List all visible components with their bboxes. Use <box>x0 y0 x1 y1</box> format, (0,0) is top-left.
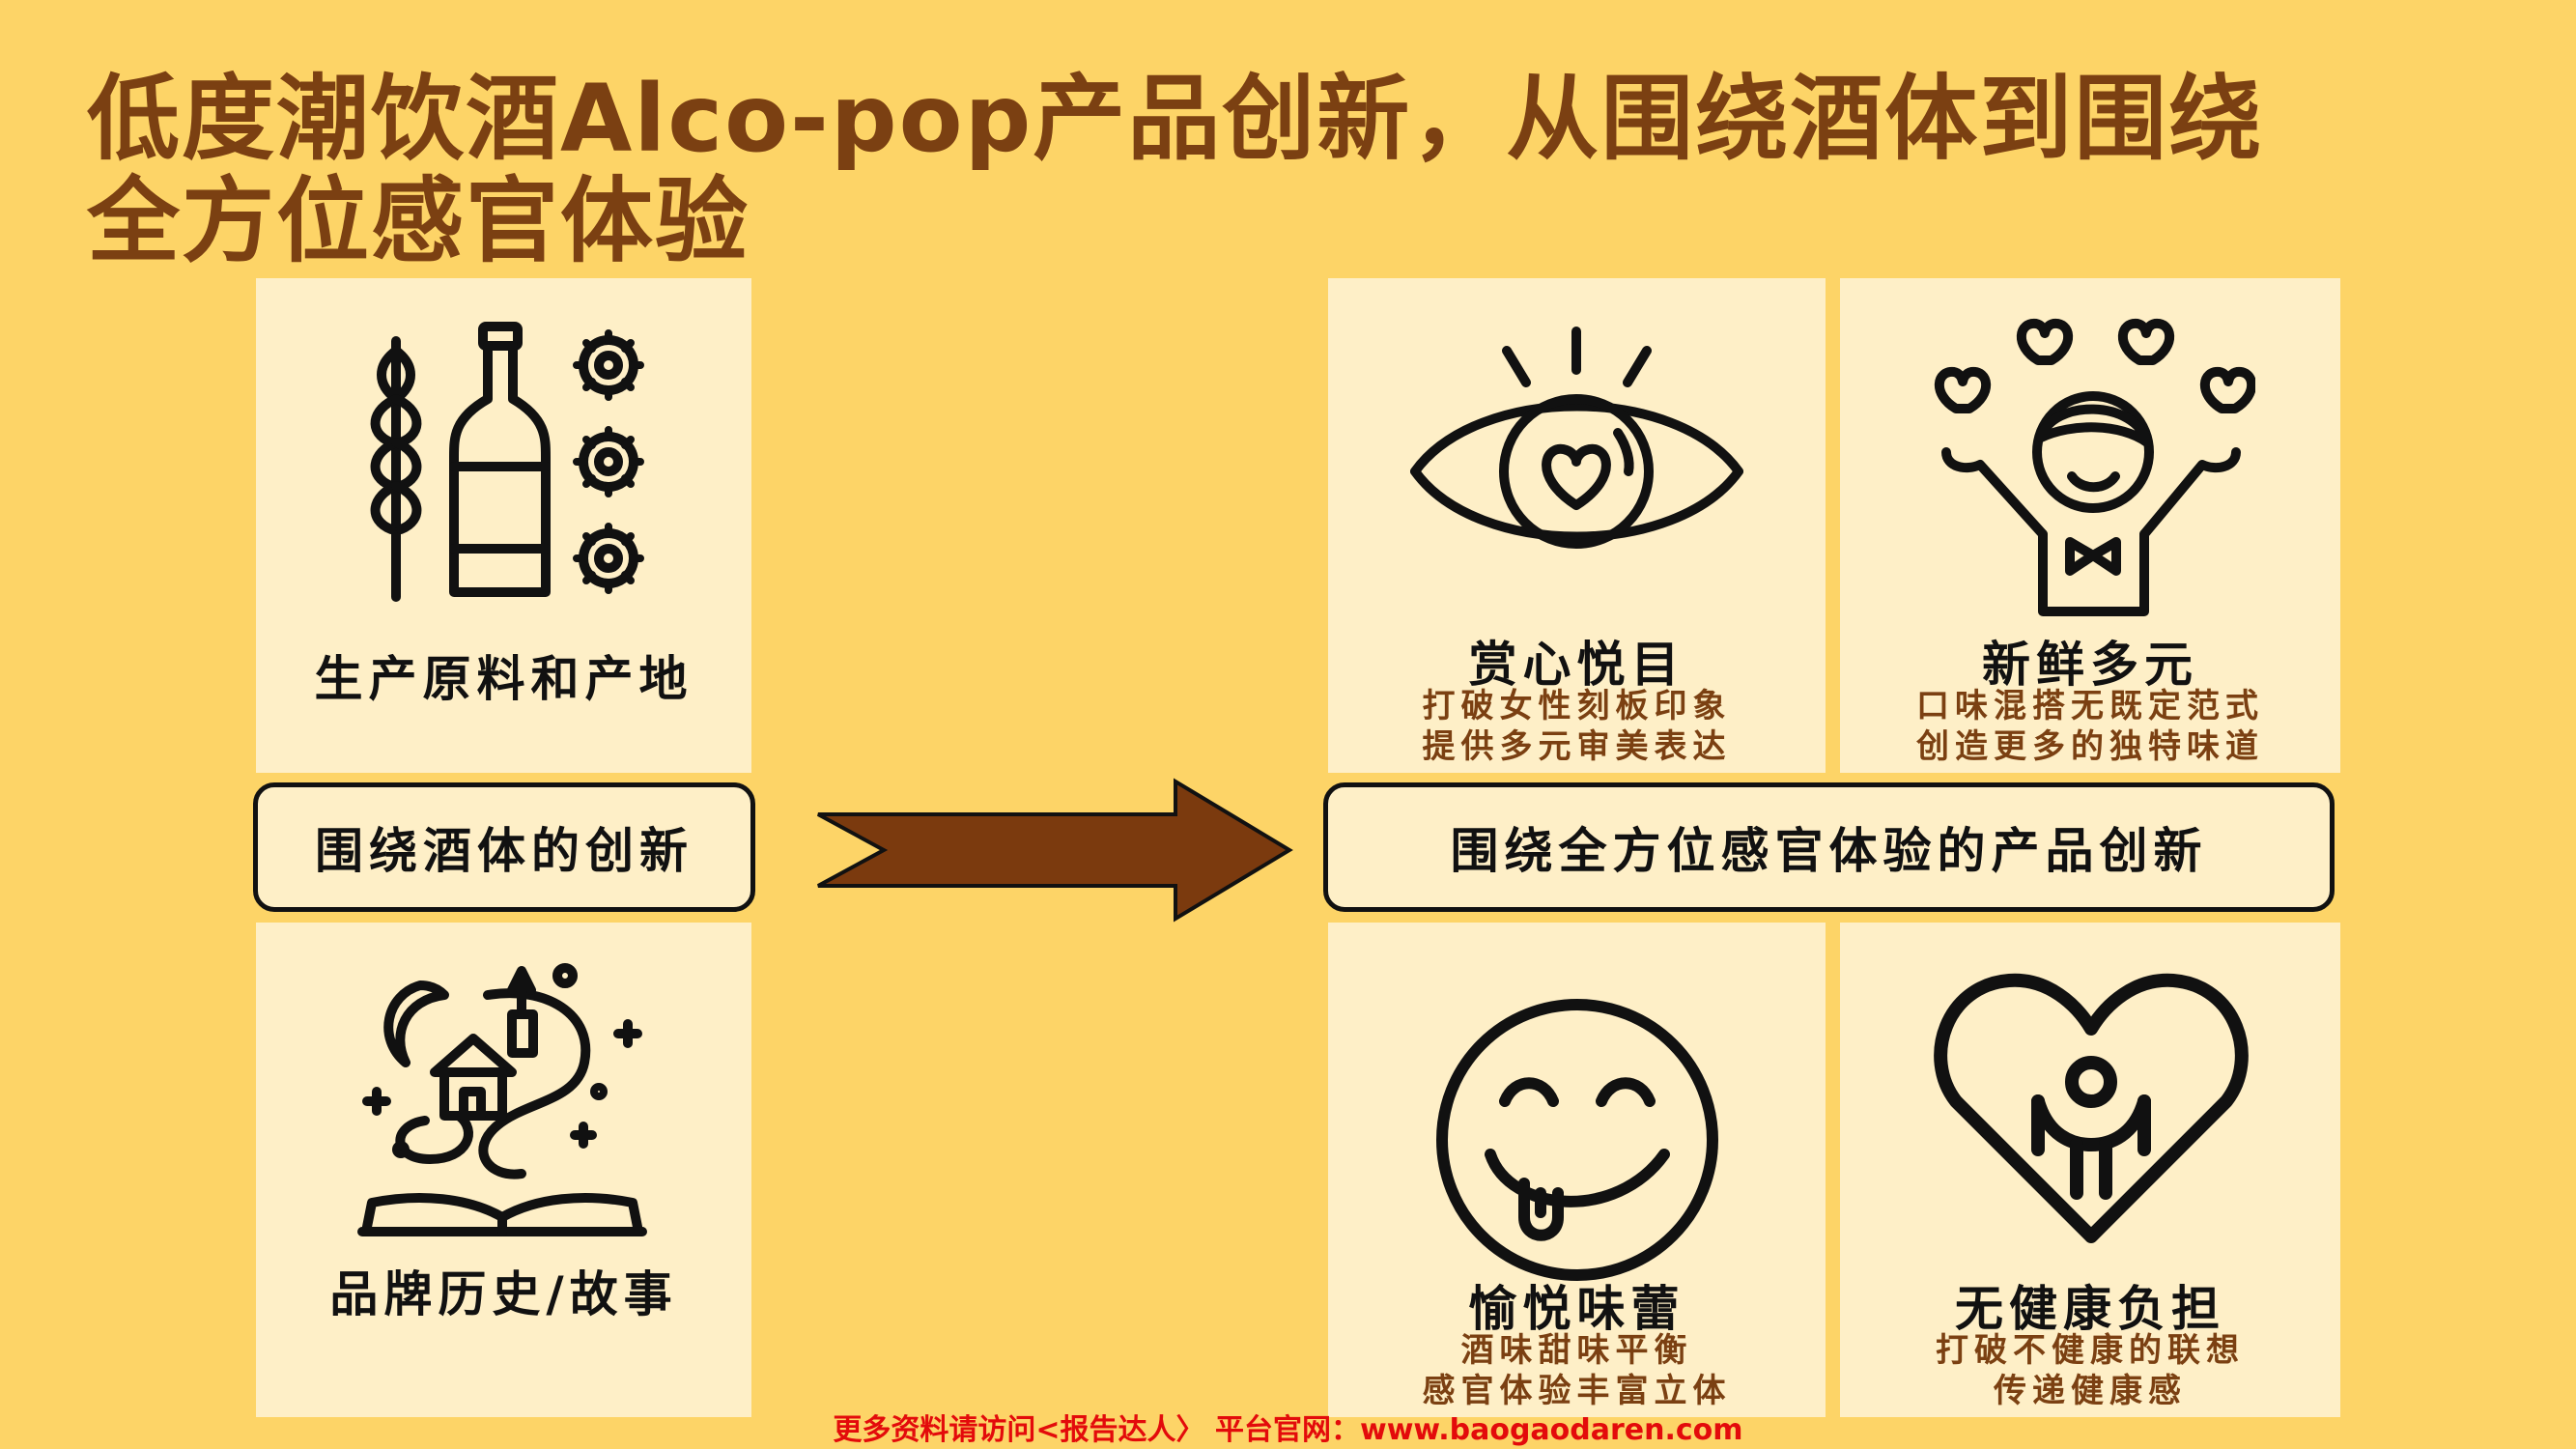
eye-heart-icon <box>1410 327 1743 549</box>
storybook-castle-icon <box>357 963 647 1236</box>
card-no-health-burden-subtitle: 打破不健康的联想 传递健康感 <box>1840 1330 2340 1411</box>
card-delight-taste-subtitle: 酒味甜味平衡 感官体验丰富立体 <box>1328 1330 1826 1411</box>
page-title: 低度潮饮酒Alco-pop产品创新，从围绕酒体到围绕 全方位感官体验 <box>87 68 2405 272</box>
page-title-line2: 全方位感官体验 <box>87 167 750 275</box>
card-pleasing-eye-title: 赏心悦目 <box>1468 637 1685 693</box>
card-brand-history: 品牌历史/故事 <box>256 923 751 1417</box>
card-brand-history-label: 品牌历史/故事 <box>329 1266 678 1322</box>
card-pleasing-eye: 赏心悦目 打破女性刻板印象 提供多元审美表达 <box>1328 278 1826 773</box>
tongue-smiley-icon <box>1436 999 1718 1281</box>
card-fresh-diverse-sub1: 口味混搭无既定范式 <box>1916 687 2264 725</box>
card-fresh-diverse-subtitle: 口味混搭无既定范式 创造更多的独特味道 <box>1840 686 2340 767</box>
card-delight-taste: 愉悦味蕾 酒味甜味平衡 感官体验丰富立体 <box>1328 923 1826 1417</box>
card-no-health-burden-title: 无健康负担 <box>1955 1281 2225 1337</box>
card-no-health-burden-sub1: 打破不健康的联想 <box>1936 1331 2245 1370</box>
card-pleasing-eye-sub2: 提供多元审美表达 <box>1422 727 1732 766</box>
pill-liquor-innovation: 围绕酒体的创新 <box>253 782 755 912</box>
card-raw-materials-label: 生产原料和产地 <box>314 651 694 707</box>
wheat-bottle-gears-icon <box>370 322 644 602</box>
heart-person-icon <box>1934 973 2249 1243</box>
card-pleasing-eye-sub1: 打破女性刻板印象 <box>1422 687 1732 725</box>
card-delight-taste-title: 愉悦味蕾 <box>1468 1281 1685 1337</box>
cheering-person-hearts-icon <box>1934 319 2255 616</box>
right-arrow-icon <box>817 778 1293 923</box>
card-pleasing-eye-subtitle: 打破女性刻板印象 提供多元审美表达 <box>1328 686 1826 767</box>
footer-link[interactable]: 更多资料请访问<报告达人〉 平台官网：www.baogaodaren.com <box>833 1413 1743 1447</box>
card-fresh-diverse-title: 新鲜多元 <box>1982 637 2198 693</box>
card-delight-taste-sub2: 感官体验丰富立体 <box>1422 1372 1732 1410</box>
card-fresh-diverse: 新鲜多元 口味混搭无既定范式 创造更多的独特味道 <box>1840 278 2340 773</box>
card-fresh-diverse-sub2: 创造更多的独特味道 <box>1916 727 2264 766</box>
card-raw-materials: 生产原料和产地 <box>256 278 751 773</box>
card-no-health-burden-sub2: 传递健康感 <box>1994 1372 2187 1410</box>
page-title-line1: 低度潮饮酒Alco-pop产品创新，从围绕酒体到围绕 <box>87 65 2264 173</box>
pill-sensory-innovation: 围绕全方位感官体验的产品创新 <box>1323 782 2335 912</box>
card-delight-taste-sub1: 酒味甜味平衡 <box>1460 1331 1693 1370</box>
card-no-health-burden: 无健康负担 打破不健康的联想 传递健康感 <box>1840 923 2340 1417</box>
